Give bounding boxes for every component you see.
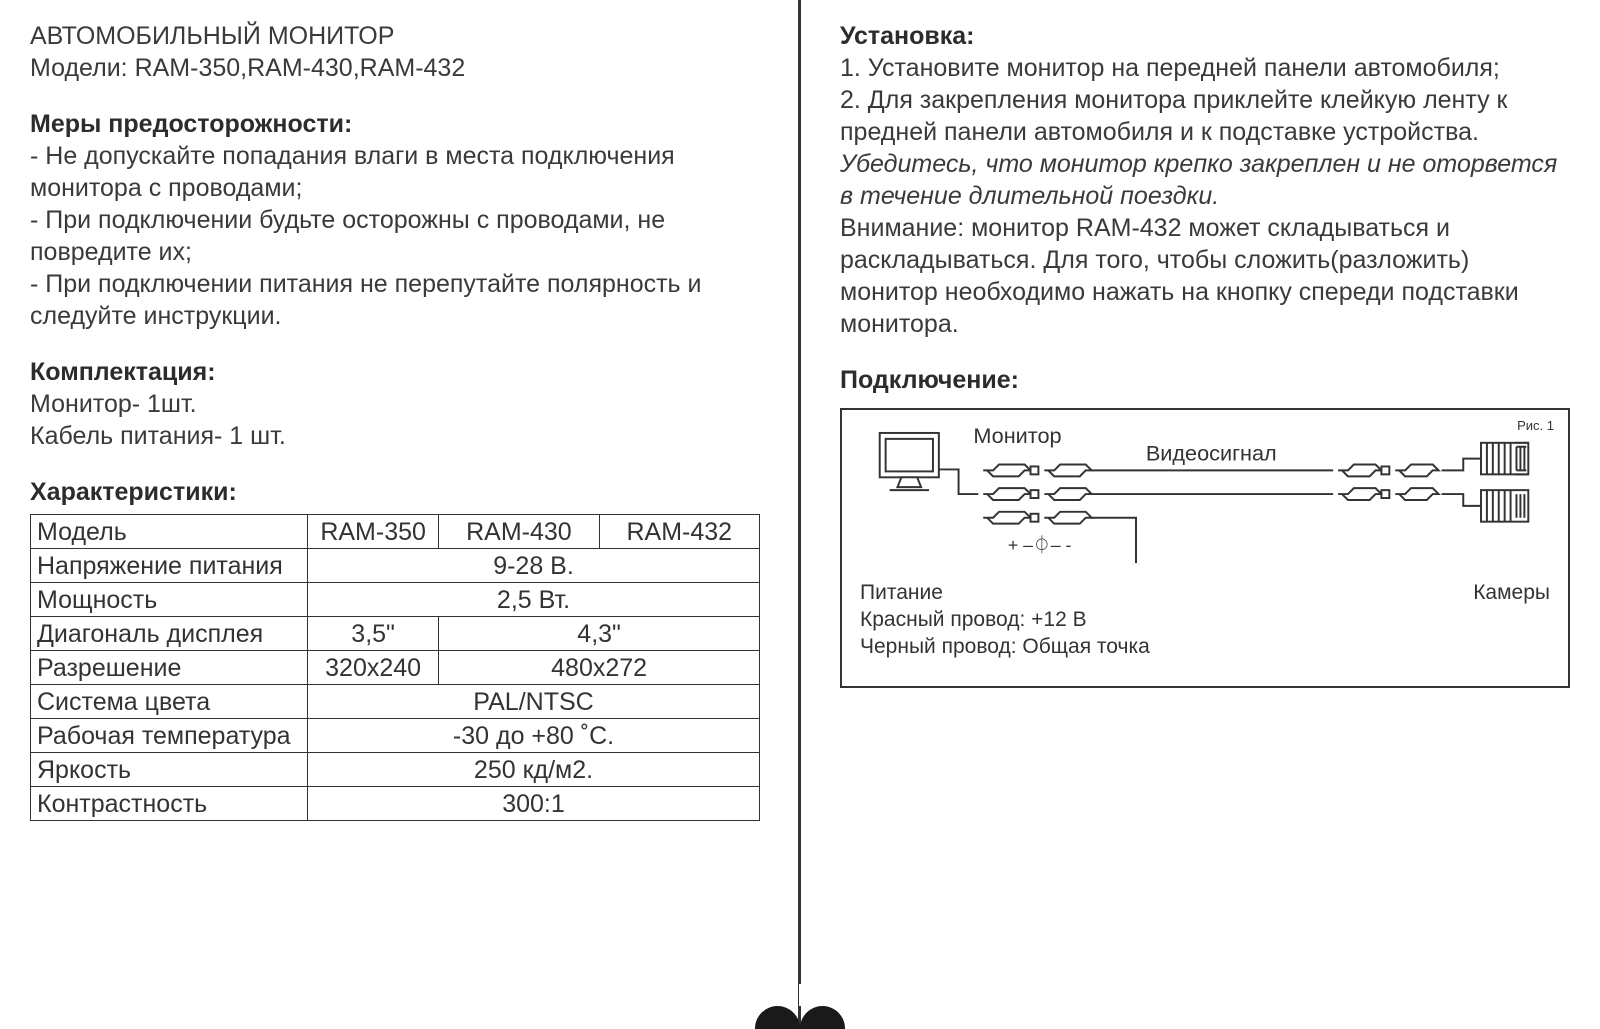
- install-heading: Установка:: [840, 20, 1570, 52]
- precaution-item: - При подключении будьте осторожны с про…: [30, 204, 760, 268]
- spec-cell: -30 до +80 ˚С.: [308, 719, 760, 753]
- precautions-heading: Меры предосторожности:: [30, 108, 760, 140]
- column-divider: [798, 0, 801, 1029]
- spec-cell: 480x272: [439, 651, 760, 685]
- connection-diagram: Рис. 1: [840, 408, 1570, 688]
- diagram-power-symbols: + –⏀– -: [1008, 534, 1072, 555]
- package-item: Кабель питания- 1 шт.: [30, 420, 760, 452]
- diagram-power-line: Черный провод: Общая точка: [860, 634, 1150, 661]
- install-note: Убедитесь, что монитор крепко закреплен …: [840, 148, 1570, 212]
- spec-cell: 2,5 Вт.: [308, 583, 760, 617]
- page: АВТОМОБИЛЬНЫЙ МОНИТОР Модели: RAM-350,RA…: [0, 0, 1600, 1029]
- spec-row-label: Разрешение: [31, 651, 308, 685]
- diagram-drawing: Монитор Видеосигнал + –⏀– -: [860, 424, 1550, 574]
- install-step: 2. Для закрепления монитора приклейте кл…: [840, 84, 1570, 148]
- left-column: АВТОМОБИЛЬНЫЙ МОНИТОР Модели: RAM-350,RA…: [0, 0, 800, 1029]
- package-heading: Комплектация:: [30, 356, 760, 388]
- product-models: Модели: RAM-350,RAM-430,RAM-432: [30, 52, 760, 84]
- right-column: Установка: 1. Установите монитор на пере…: [800, 0, 1600, 1029]
- spec-cell: PAL/NTSC: [308, 685, 760, 719]
- diagram-cameras-label: Камеры: [1473, 580, 1550, 607]
- spec-row-label: Рабочая температура: [31, 719, 308, 753]
- spec-cell: 300:1: [308, 787, 760, 821]
- spec-row-label: Диагональ дисплея: [31, 617, 308, 651]
- install-attention: Внимание: монитор RAM-432 может складыва…: [840, 212, 1570, 340]
- connect-heading: Подключение:: [840, 364, 1570, 396]
- diagram-video-label: Видеосигнал: [1146, 441, 1277, 466]
- spec-cell: 320x240: [308, 651, 439, 685]
- spec-cell: 3,5": [308, 617, 439, 651]
- spec-row-label: Яркость: [31, 753, 308, 787]
- connection-svg: Монитор Видеосигнал + –⏀– -: [860, 424, 1550, 574]
- specs-heading: Характеристики:: [30, 476, 760, 508]
- spec-header-model: RAM-432: [599, 515, 759, 549]
- precaution-item: - Не допускайте попадания влаги в места …: [30, 140, 760, 204]
- diagram-power-line: Красный провод: +12 В: [860, 607, 1150, 634]
- spec-row-label: Контрастность: [31, 787, 308, 821]
- spec-header-model: RAM-430: [439, 515, 599, 549]
- diagram-bottom-labels: Питание Красный провод: +12 В Черный про…: [860, 580, 1550, 661]
- precaution-item: - При подключении питания не перепутайте…: [30, 268, 760, 332]
- diagram-monitor-label: Монитор: [973, 424, 1061, 448]
- page-number-left: 1: [770, 984, 783, 1011]
- specs-table: МодельRAM-350RAM-430RAM-432 Напряжение пи…: [30, 514, 760, 821]
- spec-row-label: Мощность: [31, 583, 308, 617]
- product-title: АВТОМОБИЛЬНЫЙ МОНИТОР: [30, 20, 760, 52]
- package-item: Монитор- 1шт.: [30, 388, 760, 420]
- spec-header-label: Модель: [31, 515, 308, 549]
- spec-cell: 250 кд/м2.: [308, 753, 760, 787]
- page-number-right: 2: [817, 984, 830, 1011]
- spec-row-label: Система цвета: [31, 685, 308, 719]
- page-numbers: 1 2: [755, 984, 845, 1029]
- spec-cell: 4,3": [439, 617, 760, 651]
- install-step: 1. Установите монитор на передней панели…: [840, 52, 1570, 84]
- spec-header-model: RAM-350: [308, 515, 439, 549]
- spec-cell: 9-28 В.: [308, 549, 760, 583]
- spec-row-label: Напряжение питания: [31, 549, 308, 583]
- diagram-power-heading: Питание: [860, 580, 1150, 607]
